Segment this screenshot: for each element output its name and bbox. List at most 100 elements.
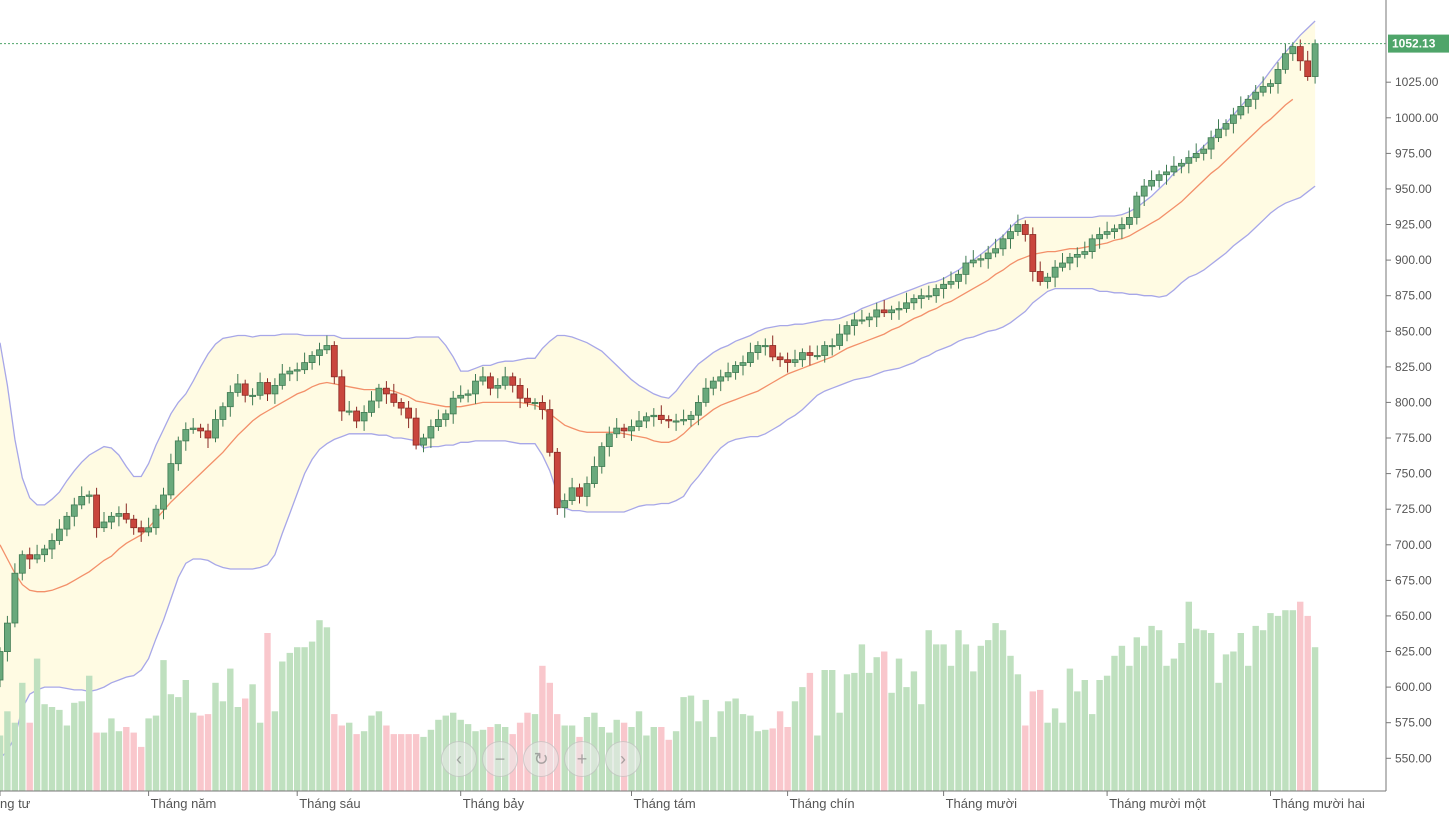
candle-body [553, 451, 561, 509]
y-tick-label: 625.00 [1395, 645, 1432, 659]
volume-bar [829, 670, 836, 791]
candle-body [167, 463, 175, 496]
volume-bar [695, 721, 702, 791]
volume-bar [86, 675, 93, 791]
volume-bar [999, 630, 1007, 791]
volume-bar [650, 727, 657, 791]
volume-bar [1081, 680, 1088, 791]
volume-bar [851, 672, 858, 791]
volume-bar [903, 687, 910, 791]
x-tick-label: Tháng chín [790, 796, 855, 811]
y-tick-label: 700.00 [1395, 538, 1432, 552]
y-tick-label: 825.00 [1395, 360, 1432, 374]
y-tick-label: 775.00 [1395, 431, 1432, 445]
scroll-left-button[interactable]: ‹ [441, 741, 477, 777]
candle-body [330, 345, 338, 378]
zoom-out-button[interactable]: − [482, 741, 518, 777]
candle-body [145, 527, 153, 533]
candle-body [754, 345, 762, 353]
candle-body [137, 527, 145, 533]
volume-bar [1259, 630, 1267, 791]
candle-body [509, 376, 517, 386]
candle-body [271, 384, 279, 395]
candles [0, 39, 1319, 688]
volume-bar [420, 736, 427, 791]
volume-bar [308, 641, 316, 791]
candle-body [323, 345, 331, 351]
candle-body [1185, 157, 1193, 164]
candle-body [583, 483, 591, 497]
reset-zoom-button[interactable]: ↻ [523, 741, 559, 777]
x-tick-label: Tháng sáu [299, 796, 360, 811]
scroll-right-button[interactable]: › [605, 741, 641, 777]
volume-bar [702, 699, 709, 791]
candle-body [1237, 106, 1245, 116]
candle-body [442, 413, 450, 420]
candle-body [256, 382, 264, 396]
volume-bar [1022, 725, 1029, 791]
volume-bar [234, 707, 241, 791]
candle-body [249, 394, 257, 397]
volume-bar [546, 682, 553, 791]
candle-body [70, 504, 78, 517]
volume-bar [1267, 613, 1274, 791]
volume-bar [316, 620, 323, 791]
volume-bar [279, 661, 286, 791]
candle-body [174, 440, 182, 465]
candle-body [1081, 251, 1089, 255]
candle-body [412, 417, 420, 446]
volume-bar [747, 715, 754, 791]
candle-body [189, 427, 197, 430]
candle-body [48, 540, 56, 550]
candle-body [494, 384, 502, 389]
candle-body [568, 487, 576, 501]
zoom-in-button[interactable]: + [564, 741, 600, 777]
candle-body [880, 309, 888, 314]
volume-bar [33, 658, 41, 791]
candle-body [1096, 234, 1103, 240]
candle-body [1252, 91, 1260, 100]
candle-body [316, 349, 323, 356]
candle-body [620, 427, 628, 432]
candle-body [1200, 148, 1208, 154]
volume-bar [249, 684, 256, 791]
volume-bar [1155, 630, 1163, 791]
volume-bar [242, 698, 249, 791]
candle-body [955, 273, 962, 282]
candle-body [576, 487, 583, 497]
candle-body [78, 495, 86, 506]
volume-bar [204, 714, 212, 791]
volume-bar [346, 722, 353, 791]
volume-bar [769, 728, 776, 791]
candle-body [1274, 69, 1282, 85]
volume-bar [412, 734, 420, 791]
candle-body [1148, 179, 1155, 187]
candle-body [1111, 228, 1118, 233]
candle-body [122, 513, 130, 520]
candle-body [702, 387, 710, 403]
candle-body [747, 352, 754, 364]
candle-body [390, 393, 398, 403]
x-tick-label: Tháng năm [151, 796, 217, 811]
volume-bar [11, 722, 19, 791]
volume-bar [219, 701, 227, 791]
candle-body [1140, 185, 1148, 197]
volume-bar [895, 658, 903, 791]
candle-body [546, 409, 554, 453]
candle-body [910, 298, 918, 304]
x-tick-label: Tháng tám [634, 796, 696, 811]
candle-body [434, 419, 442, 427]
candle-body [613, 427, 621, 435]
y-tick-label: 800.00 [1395, 395, 1432, 409]
x-tick-label: Tháng bảy [463, 796, 525, 811]
volume-bar [1103, 675, 1111, 791]
candle-body [776, 356, 784, 361]
candle-body [264, 382, 271, 395]
candle-body [241, 383, 249, 396]
candle-body [821, 345, 829, 356]
candle-body [1029, 234, 1037, 272]
y-tick-label: 575.00 [1395, 716, 1432, 730]
candle-body [962, 262, 970, 275]
